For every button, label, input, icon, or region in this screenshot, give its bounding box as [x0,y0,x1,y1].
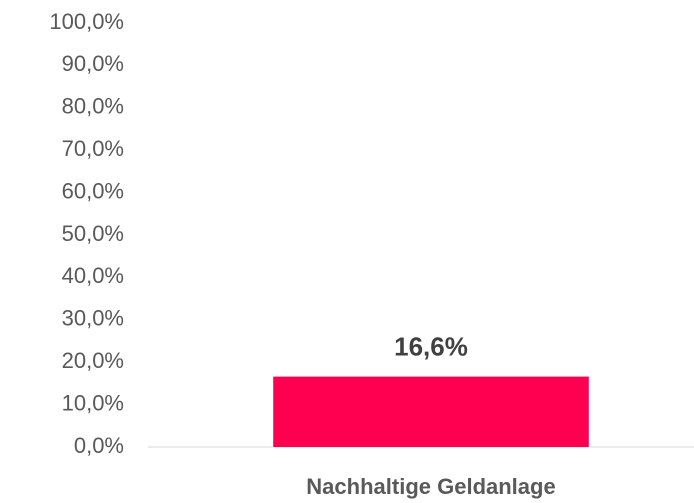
y-tick-label: 50,0% [62,221,124,246]
y-tick-label: 10,0% [62,390,124,415]
y-tick-label: 40,0% [62,263,124,288]
y-tick-label: 100,0% [49,9,124,34]
y-tick-label: 80,0% [62,94,124,119]
y-tick-label: 60,0% [62,178,124,203]
y-tick-label: 0,0% [74,433,124,458]
y-tick-label: 30,0% [62,306,124,331]
x-tick-label: Nachhaltige Geldanlage [306,474,555,499]
y-tick-label: 20,0% [62,348,124,373]
data-label: 16,6% [394,331,468,361]
bar [273,376,589,447]
y-tick-label: 70,0% [62,136,124,161]
y-tick-label: 90,0% [62,51,124,76]
